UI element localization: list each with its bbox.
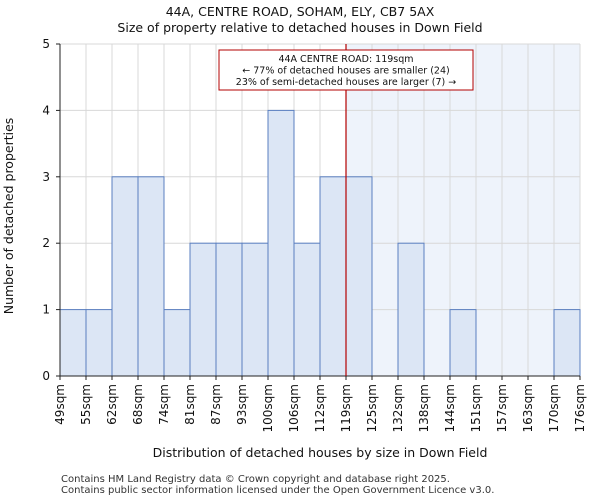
x-tick-label: 106sqm bbox=[287, 384, 301, 432]
x-tick-label: 170sqm bbox=[547, 384, 561, 432]
x-tick-label: 138sqm bbox=[417, 384, 431, 432]
bar bbox=[85, 309, 113, 377]
bar bbox=[241, 242, 269, 377]
x-tick-label: 157sqm bbox=[495, 384, 509, 432]
x-tick-label: 132sqm bbox=[391, 384, 405, 432]
x-tick-label: 74sqm bbox=[157, 384, 171, 425]
x-tick-label: 81sqm bbox=[183, 384, 197, 425]
bar bbox=[111, 176, 139, 377]
y-tick-label: 5 bbox=[42, 37, 50, 51]
y-tick-label: 1 bbox=[42, 303, 50, 317]
x-tick-label: 151sqm bbox=[469, 384, 483, 432]
bar bbox=[137, 176, 165, 377]
x-tick-label: 87sqm bbox=[209, 384, 223, 425]
x-tick-label: 144sqm bbox=[443, 384, 457, 432]
x-tick-label: 49sqm bbox=[53, 384, 67, 425]
bar bbox=[267, 109, 295, 377]
bar bbox=[189, 242, 217, 377]
x-tick-label: 176sqm bbox=[573, 384, 587, 432]
x-tick-label: 119sqm bbox=[339, 384, 353, 432]
x-tick-label: 68sqm bbox=[131, 384, 145, 425]
x-axis-label: Distribution of detached houses by size … bbox=[153, 445, 488, 460]
x-tick-label: 55sqm bbox=[79, 384, 93, 425]
x-tick-label: 125sqm bbox=[365, 384, 379, 432]
x-tick-label: 163sqm bbox=[521, 384, 535, 432]
y-tick-label: 2 bbox=[42, 236, 50, 250]
annotation-line: 44A CENTRE ROAD: 119sqm bbox=[278, 54, 413, 65]
y-tick-label: 4 bbox=[42, 103, 50, 117]
bar bbox=[553, 309, 581, 377]
y-tick-label: 3 bbox=[42, 170, 50, 184]
bar bbox=[397, 242, 425, 377]
x-tick-label: 93sqm bbox=[235, 384, 249, 425]
annotation-box bbox=[218, 49, 474, 91]
bar bbox=[345, 176, 373, 377]
footer-copyright: Contains HM Land Registry data © Crown c… bbox=[61, 474, 450, 485]
bar bbox=[319, 176, 347, 377]
chart-title: 44A, CENTRE ROAD, SOHAM, ELY, CB7 5AX bbox=[165, 4, 435, 19]
y-tick-label: 0 bbox=[42, 369, 50, 383]
annotation-line: 23% of semi-detached houses are larger (… bbox=[236, 77, 456, 88]
y-axis-label: Number of detached properties bbox=[1, 118, 16, 315]
bar bbox=[293, 242, 321, 377]
bar bbox=[59, 309, 87, 377]
x-tick-label: 62sqm bbox=[105, 384, 119, 425]
bar bbox=[449, 309, 477, 377]
bar bbox=[163, 309, 191, 377]
bar bbox=[215, 242, 243, 377]
annotation-line: ← 77% of detached houses are smaller (24… bbox=[242, 66, 449, 77]
x-tick-label: 100sqm bbox=[261, 384, 275, 432]
x-tick-label: 112sqm bbox=[313, 384, 327, 432]
chart-subtitle: Size of property relative to detached ho… bbox=[117, 20, 483, 35]
footer-licence: Contains public sector information licen… bbox=[61, 485, 495, 496]
